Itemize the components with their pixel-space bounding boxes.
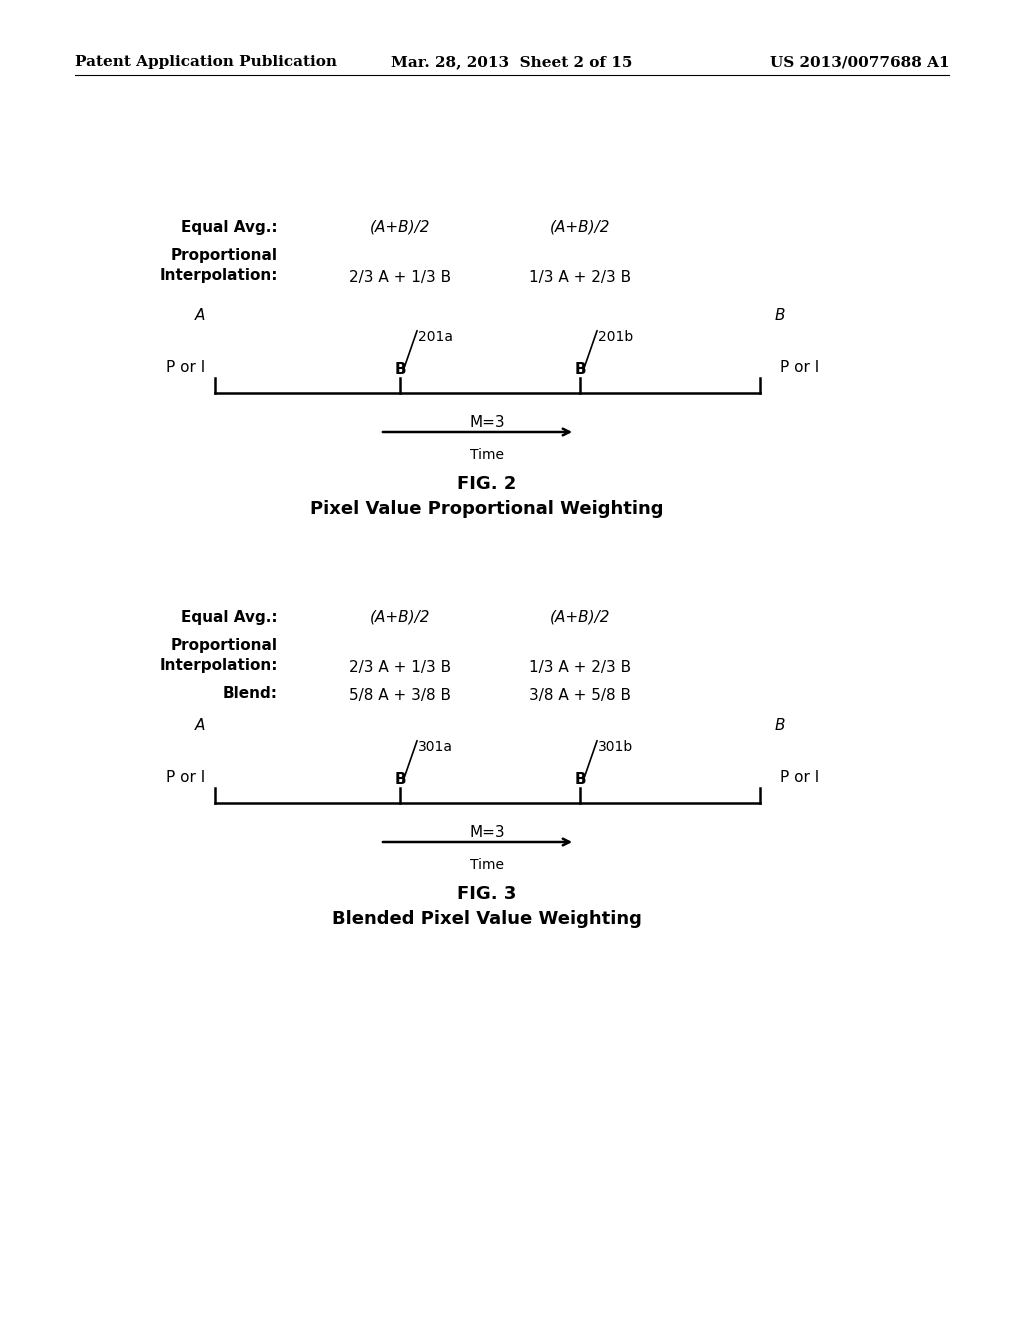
Text: Time: Time: [470, 858, 504, 873]
Text: 5/8 A + 3/8 B: 5/8 A + 3/8 B: [349, 688, 451, 704]
Text: Time: Time: [470, 447, 504, 462]
Text: 2/3 A + 1/3 B: 2/3 A + 1/3 B: [349, 271, 451, 285]
Text: 201a: 201a: [418, 330, 453, 345]
Text: P or I: P or I: [780, 770, 819, 785]
Text: Interpolation:: Interpolation:: [160, 268, 278, 282]
Text: Equal Avg.:: Equal Avg.:: [181, 220, 278, 235]
Text: Patent Application Publication: Patent Application Publication: [75, 55, 337, 69]
Text: 301a: 301a: [418, 741, 453, 754]
Text: (A+B)/2: (A+B)/2: [370, 610, 430, 624]
Text: B: B: [394, 772, 406, 787]
Text: FIG. 2: FIG. 2: [458, 475, 517, 492]
Text: Blend:: Blend:: [223, 686, 278, 701]
Text: Proportional: Proportional: [171, 638, 278, 653]
Text: P or I: P or I: [166, 360, 205, 375]
Text: Mar. 28, 2013  Sheet 2 of 15: Mar. 28, 2013 Sheet 2 of 15: [391, 55, 633, 69]
Text: 1/3 A + 2/3 B: 1/3 A + 2/3 B: [529, 660, 631, 675]
Text: M=3: M=3: [469, 414, 505, 430]
Text: B: B: [574, 772, 586, 787]
Text: P or I: P or I: [166, 770, 205, 785]
Text: B: B: [775, 308, 785, 323]
Text: 1/3 A + 2/3 B: 1/3 A + 2/3 B: [529, 271, 631, 285]
Text: 2/3 A + 1/3 B: 2/3 A + 1/3 B: [349, 660, 451, 675]
Text: A: A: [195, 718, 205, 733]
Text: US 2013/0077688 A1: US 2013/0077688 A1: [770, 55, 950, 69]
Text: (A+B)/2: (A+B)/2: [550, 220, 610, 235]
Text: P or I: P or I: [780, 360, 819, 375]
Text: Proportional: Proportional: [171, 248, 278, 263]
Text: Equal Avg.:: Equal Avg.:: [181, 610, 278, 624]
Text: 301b: 301b: [598, 741, 633, 754]
Text: Blended Pixel Value Weighting: Blended Pixel Value Weighting: [332, 909, 642, 928]
Text: B: B: [394, 362, 406, 378]
Text: (A+B)/2: (A+B)/2: [550, 610, 610, 624]
Text: M=3: M=3: [469, 825, 505, 840]
Text: B: B: [775, 718, 785, 733]
Text: Interpolation:: Interpolation:: [160, 657, 278, 673]
Text: FIG. 3: FIG. 3: [458, 884, 517, 903]
Text: Pixel Value Proportional Weighting: Pixel Value Proportional Weighting: [310, 500, 664, 517]
Text: 3/8 A + 5/8 B: 3/8 A + 5/8 B: [529, 688, 631, 704]
Text: 201b: 201b: [598, 330, 633, 345]
Text: (A+B)/2: (A+B)/2: [370, 220, 430, 235]
Text: A: A: [195, 308, 205, 323]
Text: B: B: [574, 362, 586, 378]
